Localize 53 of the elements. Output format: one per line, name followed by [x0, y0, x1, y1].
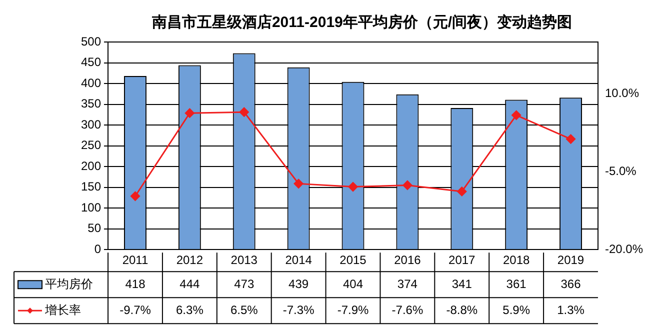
- chart-title: 南昌市五星级酒店2011-2019年平均房价（元/间夜）变动趋势图: [150, 13, 572, 32]
- x-tick-label: 2014: [285, 253, 312, 268]
- legend-label: 增长率: [44, 302, 81, 317]
- point: [184, 108, 194, 118]
- data-label: 1.3%: [557, 302, 585, 317]
- data-label: 366: [560, 276, 582, 291]
- x-tick-label: 2018: [502, 253, 530, 268]
- data-label: -8.8%: [446, 302, 478, 317]
- data-label: 6.3%: [176, 302, 204, 317]
- point: [457, 186, 467, 196]
- y2-tick-label: -5.0%: [604, 164, 637, 178]
- x-tick-label: 2016: [394, 253, 422, 268]
- y-tick-label: 100: [80, 200, 102, 214]
- data-label: 444: [180, 276, 200, 291]
- y-tick-label: 350: [80, 96, 102, 111]
- y-tick-label: 150: [80, 180, 102, 194]
- x-tick-label: 2017: [448, 253, 476, 268]
- point: [348, 182, 358, 192]
- y-tick-label: 250: [80, 138, 102, 152]
- y-tick-label: 50: [88, 221, 102, 236]
- x-tick-label: 2019: [557, 253, 584, 268]
- y-tick-label: 200: [80, 158, 102, 173]
- point: [402, 180, 412, 190]
- data-label: 374: [397, 276, 418, 291]
- data-label: 6.5%: [230, 302, 258, 317]
- y2-tick-label: 10.0%: [604, 86, 640, 100]
- point: [566, 134, 576, 144]
- data-label: -7.9%: [337, 302, 369, 317]
- y-tick-label: 500: [80, 34, 102, 48]
- data-label: -7.3%: [282, 302, 315, 317]
- x-tick-label: 2012: [176, 253, 204, 268]
- data-label: 473: [234, 276, 254, 291]
- point: [130, 191, 140, 201]
- y-tick-label: 400: [80, 76, 102, 90]
- data-label: 404: [342, 276, 364, 291]
- y-tick-label: 0: [94, 242, 102, 256]
- y-tick-label: 300: [80, 117, 102, 132]
- point: [239, 107, 249, 117]
- data-label: -7.6%: [392, 302, 424, 317]
- data-label: 361: [506, 276, 527, 291]
- x-tick-label: 2015: [340, 253, 367, 268]
- x-tick-label: 2011: [122, 253, 148, 268]
- x-tick-label: 2013: [230, 253, 258, 268]
- point: [512, 110, 522, 120]
- data-label: 418: [125, 276, 146, 291]
- y-tick-label: 450: [80, 55, 102, 70]
- data-label: 5.9%: [502, 302, 530, 317]
- point: [294, 178, 304, 188]
- data-label: -9.7%: [120, 302, 152, 317]
- data-label: 341: [452, 276, 472, 291]
- y2-tick-label: -20.0%: [604, 242, 644, 256]
- data-label: 439: [288, 276, 309, 291]
- legend-label: 平均房价: [45, 276, 93, 291]
